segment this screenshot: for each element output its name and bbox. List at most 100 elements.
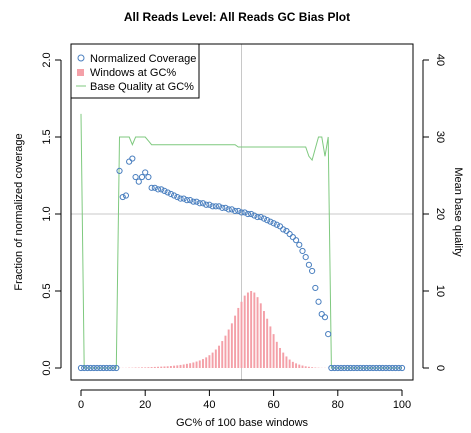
windows-bar <box>237 307 240 368</box>
axes: 0 20 40 60 80 100 0.0 0.5 1.0 1.5 2.0 0 10 20 30 40 <box>41 52 446 411</box>
coverage-point <box>270 220 277 227</box>
coverage-point <box>90 364 97 372</box>
x-tick-label: 20 <box>139 399 151 411</box>
coverage-point <box>382 364 390 372</box>
coverage-point <box>87 364 94 372</box>
chart-title: All Reads Level: All Reads GC Bias Plot <box>124 10 350 24</box>
windows-bar <box>230 323 233 368</box>
x-tick-label: 80 <box>332 399 344 411</box>
windows-bar <box>147 367 150 368</box>
coverage-point <box>97 364 104 372</box>
y-tick-label-left: 0.0 <box>41 360 53 375</box>
coverage-point <box>334 364 341 372</box>
coverage-point <box>267 218 274 225</box>
windows-bar <box>275 341 278 368</box>
coverage-point <box>177 195 184 202</box>
coverage-point <box>142 169 149 176</box>
windows-bar <box>160 366 163 368</box>
coverage-point <box>360 364 367 372</box>
coverage-point <box>315 298 322 305</box>
coverage-point <box>318 311 325 318</box>
coverage-point <box>100 364 107 372</box>
legend-label-quality: Base Quality at GC% <box>90 81 194 93</box>
coverage-point <box>260 215 268 222</box>
windows-bar <box>224 335 227 368</box>
coverage-point <box>81 364 88 372</box>
base-quality-line <box>80 113 402 369</box>
windows-bar <box>189 363 192 368</box>
windows-bar <box>282 352 285 368</box>
coverage-point <box>292 237 300 244</box>
coverage-point <box>84 364 91 372</box>
windows-bar <box>150 367 153 368</box>
coverage-point <box>238 209 245 216</box>
coverage-point <box>129 155 136 162</box>
windows-bar <box>298 364 301 368</box>
coverage-point <box>395 364 402 372</box>
coverage-point <box>116 167 123 174</box>
y-tick-label-right: 0 <box>434 365 446 371</box>
coverage-point <box>225 206 232 213</box>
coverage-point <box>353 364 361 372</box>
coverage-point <box>126 158 133 165</box>
coverage-point <box>209 203 216 210</box>
y-tick-label-left: 1.0 <box>41 206 53 221</box>
coverage-point <box>219 204 226 211</box>
coverage-point <box>132 173 139 181</box>
coverage-point <box>309 267 316 275</box>
coverage-point <box>122 192 130 199</box>
coverage-point <box>151 184 158 191</box>
coverage-point <box>119 193 126 201</box>
coverage-point <box>183 197 191 204</box>
windows-bar <box>214 349 217 368</box>
windows-bar <box>263 311 265 368</box>
windows-bar <box>272 334 275 368</box>
windows-bar <box>301 365 304 368</box>
coverage-point <box>174 193 181 201</box>
windows-bar <box>208 355 211 368</box>
windows-bar <box>269 326 272 368</box>
coverage-point <box>190 198 197 205</box>
coverage-point <box>328 364 335 372</box>
coverage-point <box>347 364 354 372</box>
windows-bar <box>205 357 208 368</box>
coverage-point <box>187 197 194 204</box>
coverage-point <box>357 364 364 372</box>
coverage-point <box>379 364 386 372</box>
coverage-point <box>376 364 383 372</box>
y-axis-title-right: Mean base quality <box>452 167 464 257</box>
windows-bar <box>141 367 143 368</box>
coverage-point <box>337 364 345 372</box>
coverage-point <box>350 364 357 372</box>
coverage-points <box>77 155 406 372</box>
coverage-point <box>280 226 287 233</box>
windows-bar <box>182 364 185 368</box>
y-tick-label-right: 30 <box>434 131 446 143</box>
windows-bar <box>218 345 220 368</box>
coverage-point <box>257 213 264 221</box>
windows-bar <box>243 295 246 368</box>
coverage-point <box>106 364 113 372</box>
coverage-point <box>312 284 319 292</box>
x-tick-label: 100 <box>393 399 411 411</box>
coverage-point <box>244 210 252 218</box>
windows-bar <box>227 329 230 368</box>
coverage-point <box>203 201 210 208</box>
coverage-point <box>199 200 207 207</box>
windows-bar <box>185 363 188 368</box>
coverage-point <box>289 234 296 241</box>
y-tick-label-left: 0.5 <box>41 283 53 298</box>
coverage-point <box>286 230 293 238</box>
windows-bar <box>144 367 147 368</box>
coverage-point <box>363 364 370 372</box>
legend-label-windows: Windows at GC% <box>90 67 176 79</box>
windows-bar <box>153 366 156 368</box>
x-axis-title: GC% of 100 base windows <box>176 417 309 429</box>
coverage-point <box>325 331 332 338</box>
y-tick-label-left: 1.5 <box>41 129 53 144</box>
coverage-point <box>366 364 373 372</box>
coverage-point <box>231 207 239 215</box>
windows-bar <box>157 366 160 368</box>
y-tick-label-right: 10 <box>434 285 446 297</box>
